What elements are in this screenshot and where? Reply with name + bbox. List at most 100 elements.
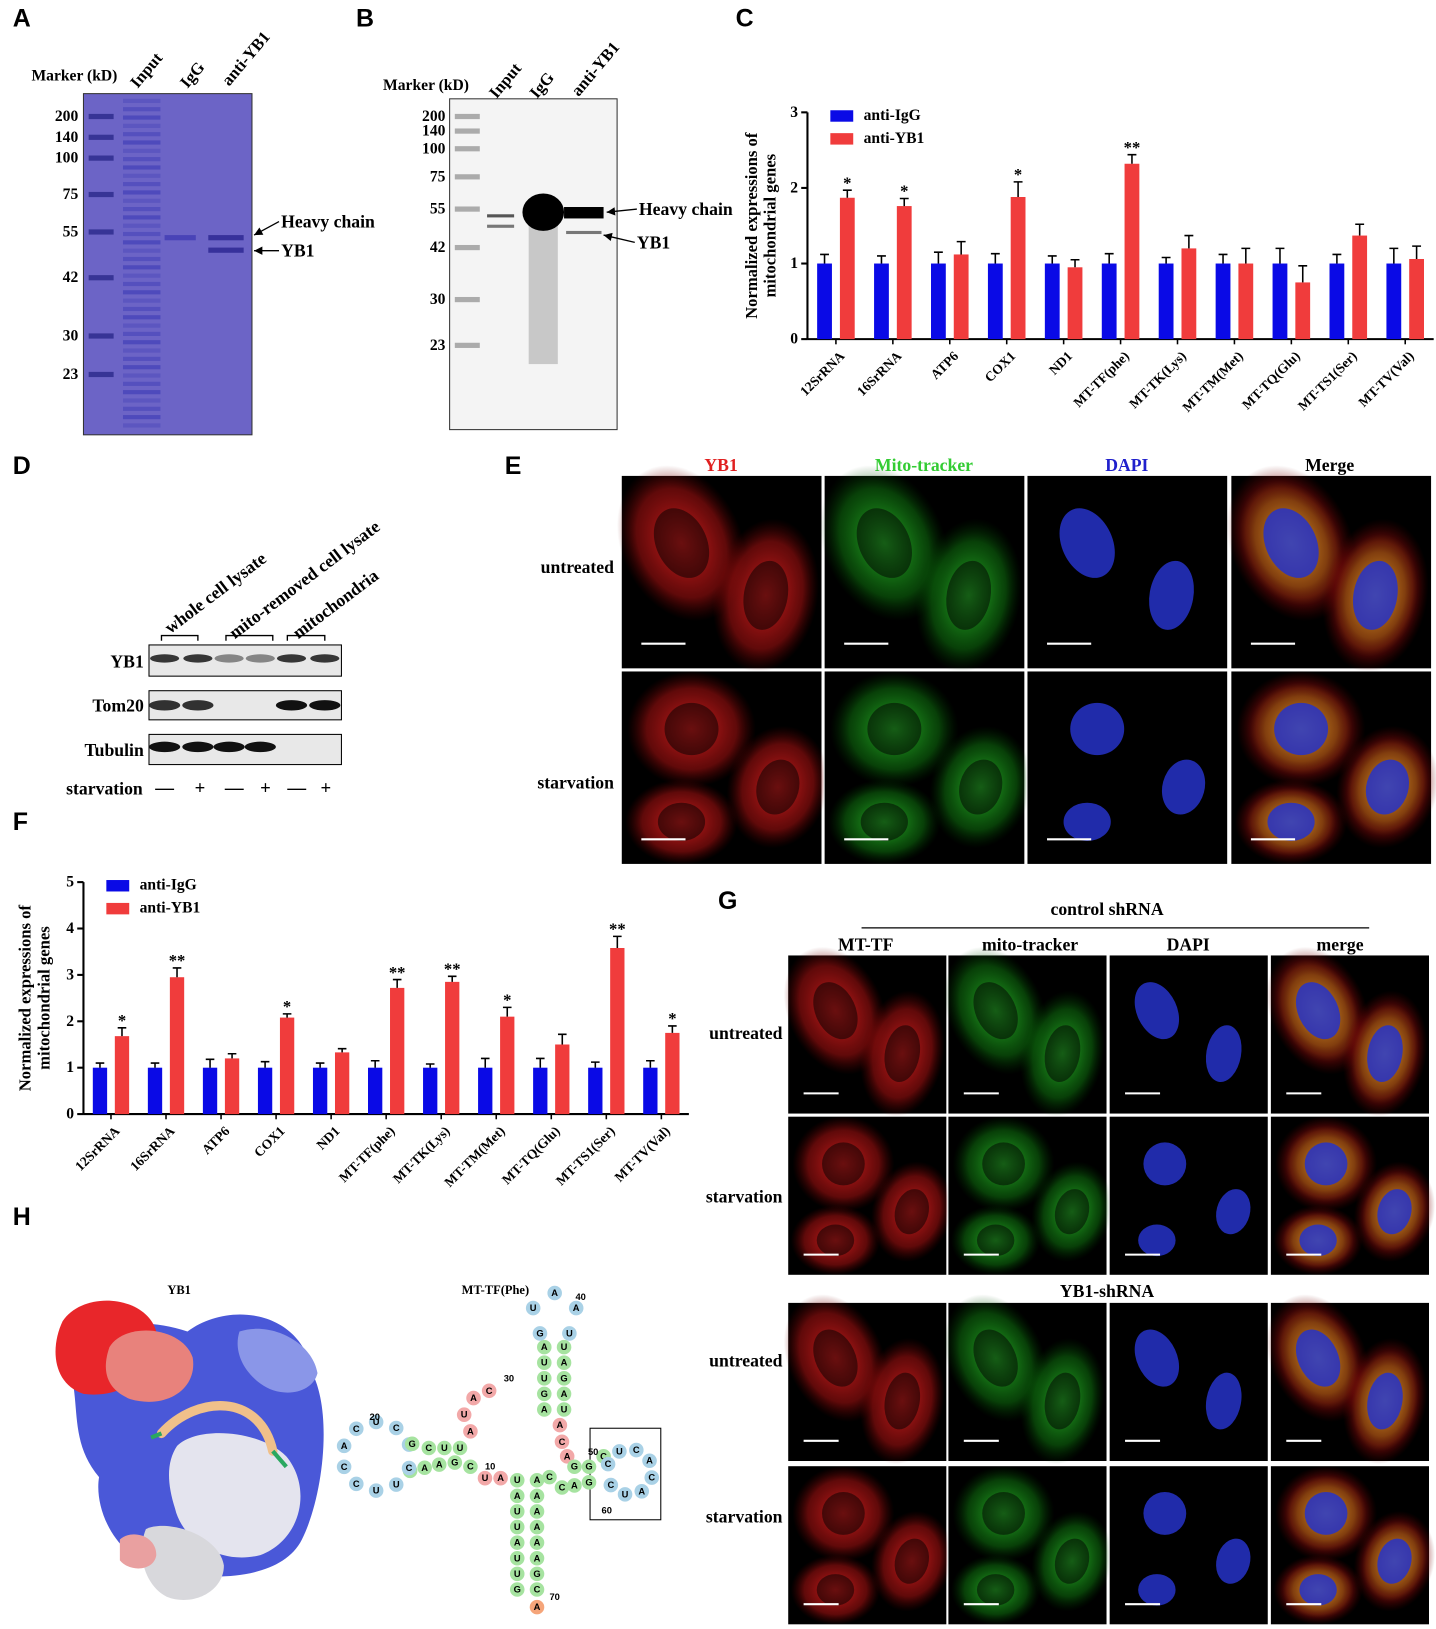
nucleotide-letter: A	[436, 1460, 443, 1470]
lane-smear	[122, 207, 161, 212]
nucleotide	[537, 1402, 552, 1417]
nucleotide	[644, 1470, 660, 1485]
error-bar	[933, 251, 943, 264]
nucleotide-letter: C	[534, 1584, 541, 1594]
lane-smear	[122, 132, 161, 137]
micrograph	[1108, 1301, 1269, 1463]
position-number: 70	[549, 1592, 559, 1602]
nucleotide-letter: U	[393, 1480, 400, 1490]
bar	[610, 947, 625, 1115]
nucleotide	[466, 1390, 481, 1406]
nucleotide-letter: C	[546, 1472, 553, 1482]
y-tick-label: 5	[66, 874, 74, 891]
nucleotide	[509, 1535, 525, 1550]
nucleotide-letter: A	[564, 1451, 571, 1461]
position-number: 20	[370, 1412, 380, 1422]
group-label: YB1-shRNA	[1060, 1281, 1154, 1301]
bar	[114, 1036, 130, 1115]
error-bar	[1412, 245, 1422, 259]
nucleus	[1143, 1491, 1187, 1535]
panel-label: A	[13, 5, 31, 33]
marker-label: 55	[63, 223, 79, 240]
error-bar	[1218, 253, 1228, 264]
condition-sign: —	[286, 778, 306, 799]
blot-band	[245, 654, 275, 663]
nucleotide	[559, 1449, 575, 1464]
lane-label: Input	[126, 48, 166, 91]
lane-smear	[122, 315, 161, 320]
arrow-head	[606, 207, 616, 216]
error-bar	[315, 1062, 325, 1068]
nucleotide-letter: A	[341, 1441, 348, 1451]
error-bar	[425, 1063, 435, 1068]
nucleotide-letter: A	[557, 1420, 564, 1430]
lane-smear	[122, 398, 161, 403]
nucleus	[856, 508, 912, 578]
legend-swatch	[106, 902, 130, 915]
nucleotide-letter: A	[514, 1538, 521, 1548]
nucleotide-letter: C	[559, 1437, 566, 1447]
bar	[896, 206, 912, 340]
nucleotide-letter: A	[534, 1475, 541, 1485]
nucleotide	[477, 1470, 493, 1486]
bar	[202, 1067, 218, 1115]
lane-smear	[122, 298, 161, 303]
protein-surface	[237, 1328, 318, 1393]
error-bar	[535, 1057, 545, 1068]
bar	[1215, 263, 1231, 340]
nucleus	[1054, 1189, 1090, 1235]
nucleotide-letter: U	[622, 1489, 629, 1499]
nucleotide-letter: C	[605, 1459, 612, 1469]
nucleotide-letter: C	[559, 1483, 566, 1493]
nucleotide	[529, 1535, 545, 1550]
marker-label: 200	[422, 108, 446, 125]
nucleotide	[552, 1417, 568, 1433]
marker-title: Marker (kD)	[31, 67, 117, 84]
x-tick-label: COX1	[982, 348, 1019, 385]
marker-label: 30	[430, 291, 446, 308]
nucleotide	[529, 1519, 545, 1535]
nucleotide-letter: A	[561, 1358, 568, 1368]
ladder-band	[88, 371, 114, 378]
panel-label: E	[505, 452, 522, 480]
x-tick-label: 16SrRNA	[127, 1123, 178, 1174]
nucleotide	[529, 1488, 545, 1504]
nucleotide-letter: A	[573, 1303, 580, 1313]
lane-smear	[122, 223, 161, 228]
arrow-head	[254, 227, 264, 236]
bar	[1124, 163, 1140, 340]
lane-label: anti-YB1	[567, 38, 623, 100]
nucleotide-letter: A	[534, 1553, 541, 1563]
lane-smear	[122, 356, 161, 361]
nucleus	[1054, 1538, 1090, 1584]
lane-smear	[122, 148, 161, 153]
ladder-band	[454, 206, 480, 212]
blot-band	[182, 741, 214, 753]
error-bar	[668, 1025, 677, 1033]
ladder-band	[454, 296, 480, 303]
lane-smear	[122, 406, 161, 411]
band	[522, 193, 565, 231]
bar	[92, 1067, 108, 1115]
structure-title: MT-TF(Phe)	[462, 1283, 529, 1297]
nucleotide	[463, 1459, 478, 1475]
nucleus	[756, 759, 800, 815]
bar	[1295, 282, 1311, 340]
nucleotide	[554, 1480, 570, 1495]
lane-smear	[122, 340, 161, 345]
bar	[224, 1058, 240, 1115]
panel-label: H	[13, 1203, 31, 1231]
nucleotide	[537, 1339, 552, 1355]
panel-label: C	[736, 5, 754, 33]
nucleus	[1149, 560, 1194, 630]
nucleotide	[612, 1444, 627, 1459]
nucleotide-letter: G	[560, 1373, 567, 1383]
panel-label: G	[718, 887, 737, 915]
significance: *	[843, 173, 851, 192]
bar	[1010, 197, 1026, 340]
significance: **	[444, 960, 461, 979]
nucleotide	[556, 1355, 572, 1370]
column-label: merge	[1317, 935, 1364, 955]
blot	[148, 733, 342, 766]
nucleus	[1304, 1142, 1348, 1186]
